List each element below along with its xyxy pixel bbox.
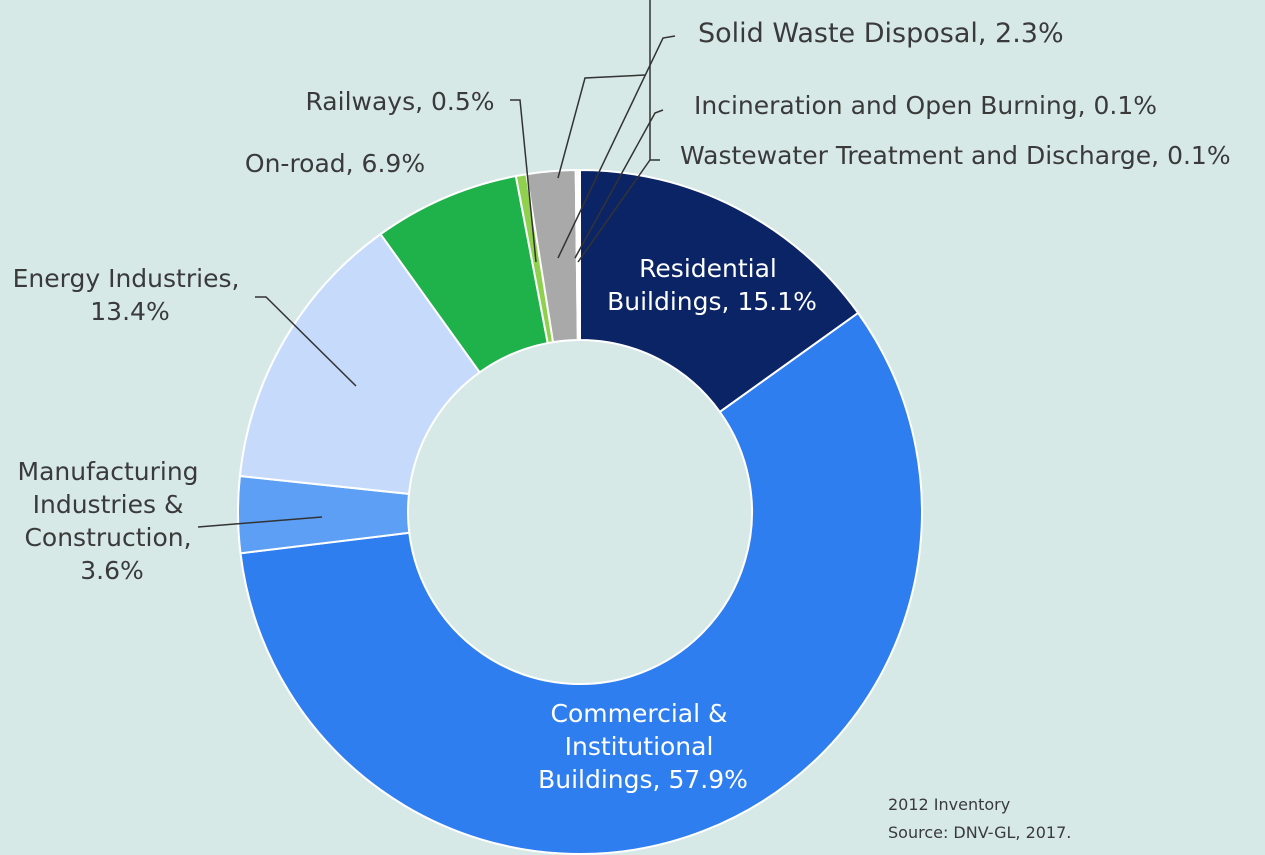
label-line: Institutional <box>565 732 722 761</box>
slice <box>579 168 860 414</box>
label-line: Manufacturing <box>18 457 207 486</box>
label-line: Incineration and Open Burning, 0.1% <box>694 91 1157 120</box>
label-line: Residential <box>639 254 785 283</box>
slice <box>239 311 923 855</box>
leader-line <box>197 516 323 528</box>
leader-line <box>255 296 357 387</box>
label-line: Wastewater Treatment and Discharge, 0.1% <box>680 141 1231 170</box>
leader-line <box>577 159 660 263</box>
slice <box>576 168 581 342</box>
leader-line <box>557 35 676 259</box>
data-label: Residential Buildings, 15.1% <box>607 254 817 316</box>
data-label: On-road, 6.9% <box>245 149 425 178</box>
label-line: 3.6% <box>80 556 144 585</box>
label-line: Construction, <box>24 523 199 552</box>
label-line: Buildings, 15.1% <box>607 287 817 316</box>
data-label: Energy Industries, 13.4% <box>13 264 248 326</box>
data-label: Railways, 0.5% <box>305 87 494 116</box>
label-line: 13.4% <box>90 297 169 326</box>
data-label: Wastewater Treatment and Discharge, 0.1% <box>680 141 1231 170</box>
slices <box>237 168 923 855</box>
leader-line <box>557 74 646 179</box>
label-line: Buildings, 57.9% <box>538 765 748 794</box>
slice <box>238 232 482 496</box>
leader-line <box>510 99 537 263</box>
note: 2012 Inventory <box>888 795 1010 814</box>
label-line: Energy Industries, <box>13 264 248 293</box>
data-label: Incineration and Open Burning, 0.1% <box>694 91 1157 120</box>
note: Source: DNV-GL, 2017. <box>888 823 1071 842</box>
leader-lines <box>197 0 676 528</box>
label-line: Commercial & <box>551 699 736 728</box>
data-label: Solid Waste Disposal, 2.3% <box>698 18 1064 49</box>
label-line: Industries & <box>33 490 192 519</box>
label-line: Solid Waste Disposal, 2.3% <box>698 18 1064 49</box>
data-label: Commercial & Institutional Buildings, 57… <box>538 699 748 794</box>
label-line: Railways, 0.5% <box>305 87 494 116</box>
data-label: Manufacturing Industries & Construction,… <box>18 457 207 585</box>
label-line: On-road, 6.9% <box>245 149 425 178</box>
leader-line <box>574 109 664 259</box>
